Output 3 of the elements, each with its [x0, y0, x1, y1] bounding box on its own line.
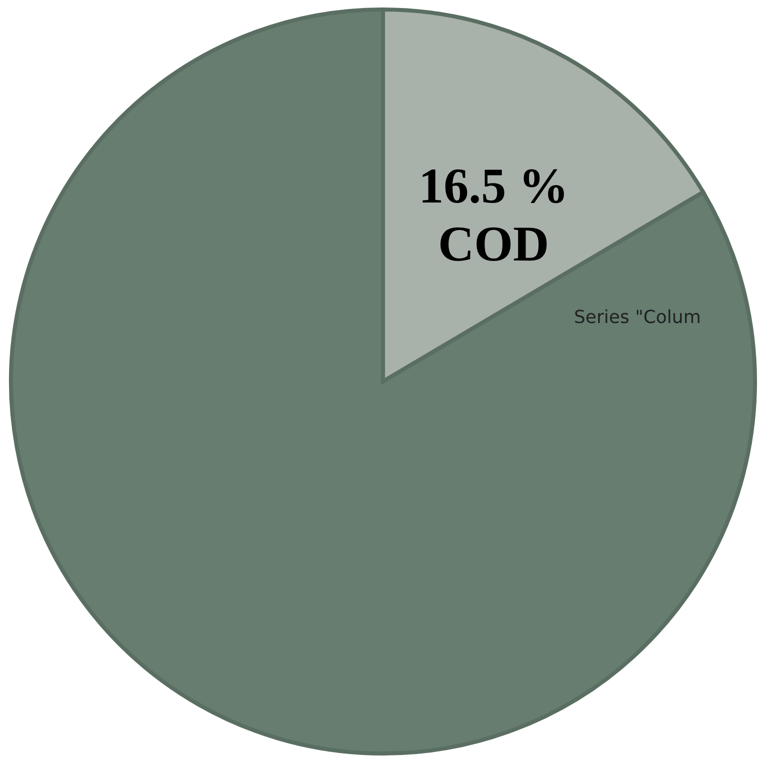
text: Series "Colum: [574, 307, 701, 328]
slice-label: COD: [438, 216, 550, 272]
data-label: 16.5 %: [418, 158, 569, 214]
